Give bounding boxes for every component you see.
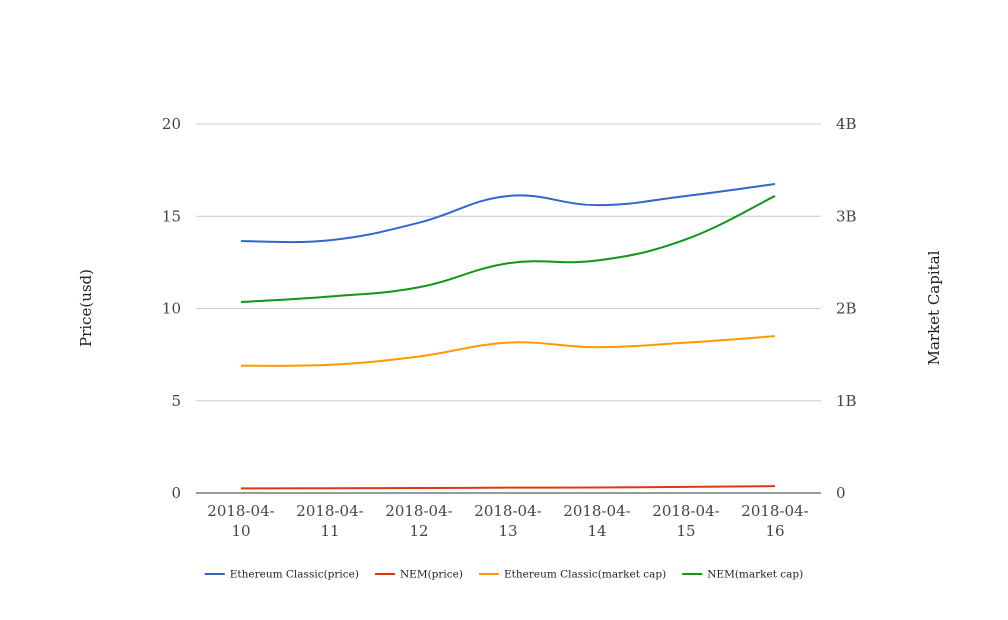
series-lines: [240, 182, 776, 490]
legend-item: NEM(price): [374, 569, 463, 581]
x-tick-label: 2018-04-10: [207, 502, 274, 540]
y-axis-title: Price(usd): [77, 269, 95, 347]
legend-label: Ethereum Classic(market cap): [504, 569, 666, 581]
series-line-4: [240, 195, 776, 304]
x-tick-label: 2018-04-16: [741, 502, 808, 540]
x-tick-label: 2018-04-14: [563, 502, 630, 540]
gridlines: [196, 123, 821, 494]
x-tick-label: 2018-04-11: [296, 502, 363, 540]
legend-label: NEM(market cap): [707, 569, 803, 581]
y2-tick-label: 0: [836, 484, 846, 502]
legend-item: Ethereum Classic(market cap): [478, 569, 666, 581]
legend-item: NEM(market cap): [682, 569, 803, 581]
y-tick-label: 10: [162, 300, 181, 318]
series-line-1: [240, 182, 776, 244]
y2-tick-label: 4B: [836, 115, 857, 133]
y-tick-label: 15: [162, 207, 181, 225]
left-axis-ticks: 0 5 10 15 20: [162, 115, 181, 502]
right-axis-ticks: 0 1B 2B 3B 4B: [836, 115, 857, 502]
y2-axis-title: Market Capital: [925, 250, 943, 365]
x-tick-label: 2018-04-15: [652, 502, 719, 540]
series-line-2: [240, 485, 776, 490]
x-tick-label: 2018-04-13: [474, 502, 541, 540]
y2-tick-label: 1B: [836, 392, 857, 410]
y-tick-label: 5: [171, 392, 181, 410]
legend: Ethereum Classic(price) NEM(price) Ethereu…: [204, 569, 803, 581]
x-tick-label: 2018-04-12: [385, 502, 452, 540]
x-axis-ticks: 2018-04-10 2018-04-11 2018-04-12 2018-04-13…: [207, 502, 808, 540]
y-tick-label: 20: [162, 115, 181, 133]
series-line-3: [240, 335, 776, 367]
legend-item: Ethereum Classic(price): [204, 569, 359, 581]
y2-tick-label: 3B: [836, 207, 857, 225]
y-tick-label: 0: [171, 484, 181, 502]
y2-tick-label: 2B: [836, 300, 857, 318]
legend-label: NEM(price): [400, 569, 463, 581]
legend-label: Ethereum Classic(price): [230, 569, 359, 581]
